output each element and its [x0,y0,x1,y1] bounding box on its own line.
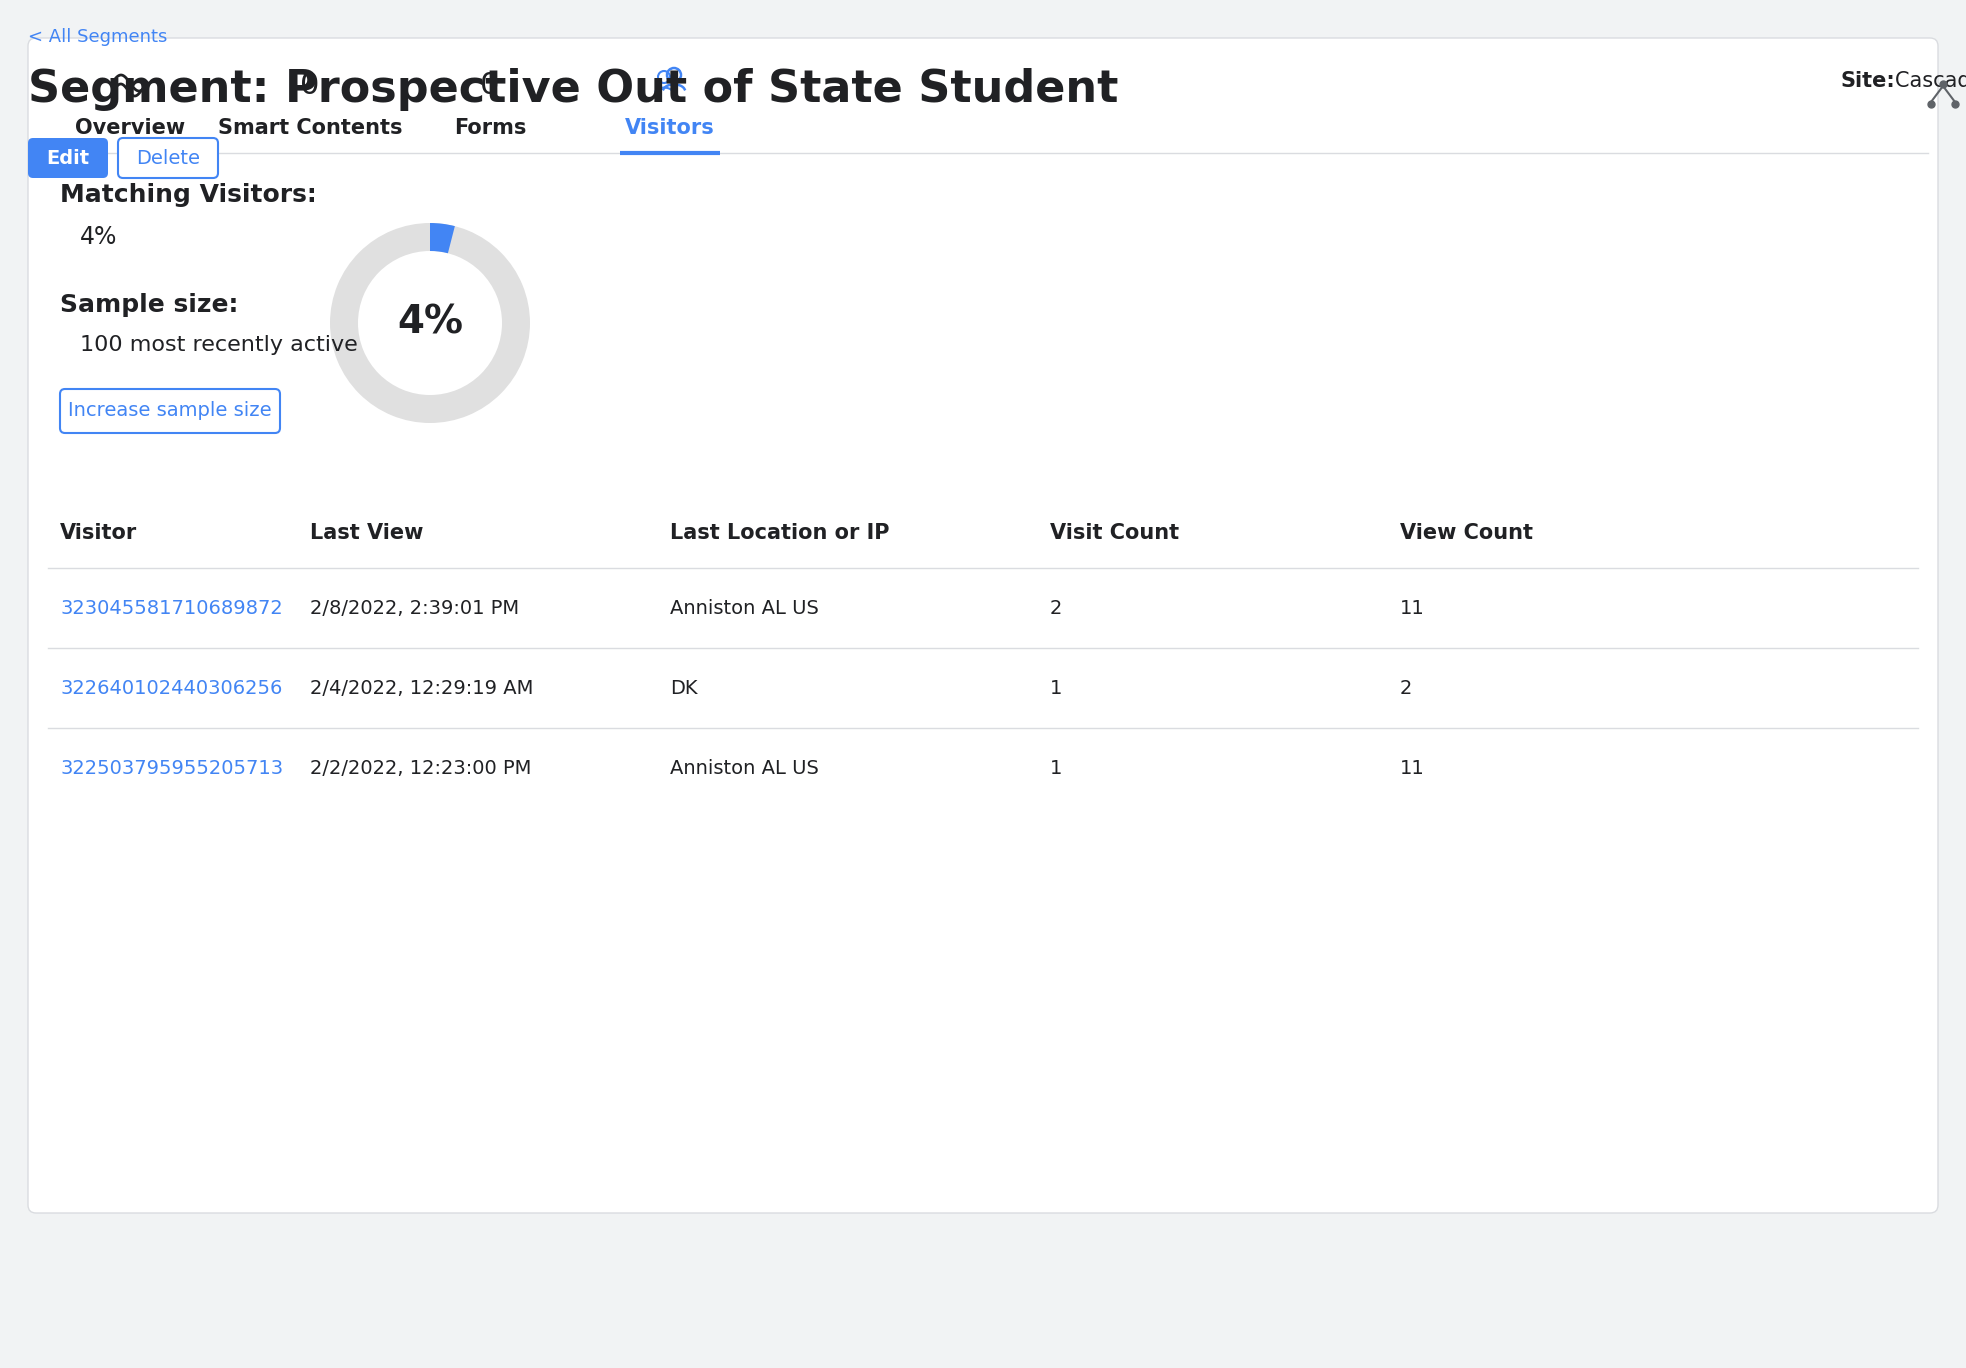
Wedge shape [330,223,531,423]
Text: 0: 0 [301,71,320,100]
Text: Edit: Edit [47,149,90,167]
Text: 2: 2 [1050,599,1062,617]
Text: Last View: Last View [311,523,423,543]
Text: Overview: Overview [75,118,185,138]
Text: 322503795955205713: 322503795955205713 [61,758,283,777]
FancyBboxPatch shape [28,138,108,178]
Text: 100 most recently active: 100 most recently active [81,335,358,356]
Text: Visitors: Visitors [625,118,716,138]
Text: Visitor: Visitor [61,523,138,543]
Text: 2/8/2022, 2:39:01 PM: 2/8/2022, 2:39:01 PM [311,599,519,617]
Text: Smart Contents: Smart Contents [218,118,403,138]
Text: Increase sample size: Increase sample size [69,401,271,420]
Text: DK: DK [670,679,698,698]
Text: Cascade University: Cascade University [1895,71,1966,92]
Text: Anniston AL US: Anniston AL US [670,599,820,617]
Text: Segment: Prospective Out of State Student: Segment: Prospective Out of State Studen… [28,68,1119,111]
Text: 2: 2 [1400,679,1412,698]
Text: 2/4/2022, 12:29:19 AM: 2/4/2022, 12:29:19 AM [311,679,533,698]
FancyBboxPatch shape [61,389,279,434]
Text: Forms: Forms [454,118,527,138]
Text: 4%: 4% [81,224,118,249]
Text: Sample size:: Sample size: [61,293,238,317]
Text: 0: 0 [480,71,499,100]
Text: 1: 1 [1050,679,1062,698]
Text: < All Segments: < All Segments [28,27,167,47]
Text: Matching Visitors:: Matching Visitors: [61,183,317,207]
Text: 323045581710689872: 323045581710689872 [61,599,283,617]
Text: Site:: Site: [1840,71,1895,92]
Text: 11: 11 [1400,599,1425,617]
FancyBboxPatch shape [28,38,1938,1213]
Text: Visit Count: Visit Count [1050,523,1180,543]
Text: Anniston AL US: Anniston AL US [670,758,820,777]
Text: 2/2/2022, 12:23:00 PM: 2/2/2022, 12:23:00 PM [311,758,531,777]
Text: 4%: 4% [397,304,464,342]
Text: 1: 1 [1050,758,1062,777]
Text: 322640102440306256: 322640102440306256 [61,679,283,698]
Text: View Count: View Count [1400,523,1533,543]
Text: Last Location or IP: Last Location or IP [670,523,889,543]
Wedge shape [431,223,454,253]
FancyBboxPatch shape [118,138,218,178]
Text: Delete: Delete [136,149,201,167]
Text: 11: 11 [1400,758,1425,777]
